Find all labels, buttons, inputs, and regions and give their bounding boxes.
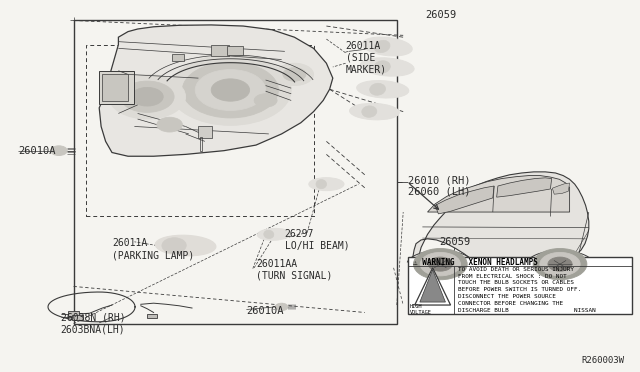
Ellipse shape xyxy=(349,103,399,120)
Bar xyxy=(99,71,134,104)
Text: 26010 (RH)
26060 (LH): 26010 (RH) 26060 (LH) xyxy=(408,175,471,197)
Ellipse shape xyxy=(257,228,291,240)
Bar xyxy=(198,126,212,138)
Text: ⚠ WARNING   XENON HEADLAMPS: ⚠ WARNING XENON HEADLAMPS xyxy=(413,258,538,267)
Circle shape xyxy=(195,70,266,110)
Polygon shape xyxy=(435,186,494,214)
Bar xyxy=(211,45,229,56)
Bar xyxy=(74,20,397,324)
Text: 26010A: 26010A xyxy=(18,146,56,155)
Bar xyxy=(86,45,314,216)
Ellipse shape xyxy=(162,238,186,253)
Bar xyxy=(68,311,79,316)
Circle shape xyxy=(548,257,572,271)
Bar xyxy=(200,137,202,151)
Bar xyxy=(147,314,157,318)
Circle shape xyxy=(420,252,461,276)
Circle shape xyxy=(275,63,314,86)
Ellipse shape xyxy=(316,180,326,189)
Circle shape xyxy=(120,81,174,112)
Ellipse shape xyxy=(156,235,216,256)
Bar xyxy=(102,74,128,101)
Circle shape xyxy=(131,87,163,106)
Text: 26011AA
(TURN SIGNAL): 26011AA (TURN SIGNAL) xyxy=(256,259,332,280)
Bar xyxy=(72,315,83,320)
Text: 26011A
(PARKING LAMP): 26011A (PARKING LAMP) xyxy=(112,238,195,260)
Polygon shape xyxy=(420,270,445,302)
Circle shape xyxy=(533,248,587,280)
Ellipse shape xyxy=(374,61,390,73)
Ellipse shape xyxy=(308,177,344,190)
Text: TO AVOID DEATH OR SERIOUS INJURY
FROM ELECTRICAL SHOCK : DO NOT
TOUCH THE BULB S: TO AVOID DEATH OR SERIOUS INJURY FROM EL… xyxy=(458,267,596,312)
Text: 26297
LO/HI BEAM): 26297 LO/HI BEAM) xyxy=(285,229,349,251)
Bar xyxy=(172,54,184,61)
Ellipse shape xyxy=(264,230,274,238)
Polygon shape xyxy=(552,183,570,194)
Circle shape xyxy=(51,146,67,155)
Circle shape xyxy=(157,117,182,132)
Text: 26011A
(SIDE
MARKER): 26011A (SIDE MARKER) xyxy=(346,41,387,74)
Circle shape xyxy=(413,248,467,280)
Ellipse shape xyxy=(360,58,414,76)
Circle shape xyxy=(540,252,580,276)
Text: 26010A: 26010A xyxy=(246,306,284,315)
Bar xyxy=(408,257,632,314)
Text: 26059: 26059 xyxy=(439,237,470,247)
Text: HIGH
VOLTAGE: HIGH VOLTAGE xyxy=(410,304,431,315)
Circle shape xyxy=(428,257,452,271)
Ellipse shape xyxy=(362,106,377,117)
Polygon shape xyxy=(428,176,570,212)
Text: 26059: 26059 xyxy=(426,10,457,20)
Ellipse shape xyxy=(362,37,412,56)
Circle shape xyxy=(275,303,288,311)
Circle shape xyxy=(109,74,186,119)
Ellipse shape xyxy=(374,40,390,53)
Circle shape xyxy=(182,62,278,118)
Circle shape xyxy=(170,55,291,125)
Polygon shape xyxy=(413,172,589,272)
Bar xyxy=(227,46,243,55)
Ellipse shape xyxy=(370,83,385,95)
Polygon shape xyxy=(415,268,451,305)
Ellipse shape xyxy=(356,81,409,98)
Circle shape xyxy=(283,68,306,81)
Polygon shape xyxy=(99,25,333,156)
Text: 26038N (RH)
2603BNA(LH): 26038N (RH) 2603BNA(LH) xyxy=(61,313,125,334)
Circle shape xyxy=(254,94,277,107)
Polygon shape xyxy=(497,178,552,197)
Circle shape xyxy=(211,79,250,101)
Text: R260003W: R260003W xyxy=(581,356,624,365)
